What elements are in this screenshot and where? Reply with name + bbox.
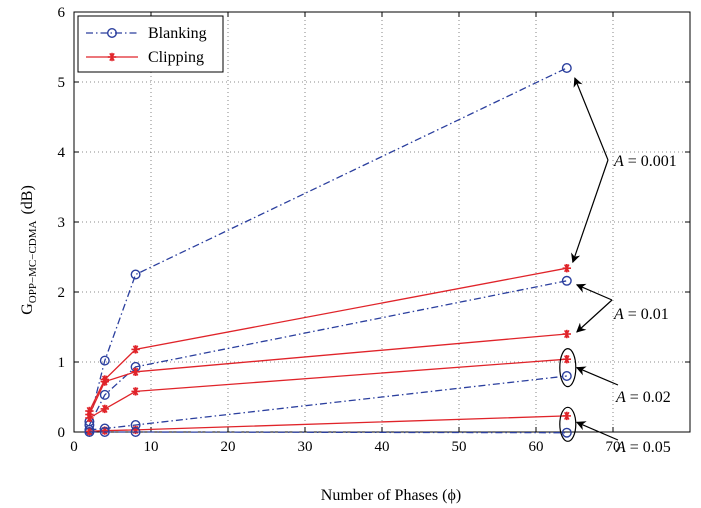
data-point-star	[85, 413, 94, 423]
data-point-circle	[84, 427, 95, 438]
y-axis-title-unit: (dB)	[19, 185, 36, 214]
series-blanking-A-0.01	[84, 275, 572, 431]
annotation-arrow	[575, 421, 619, 441]
series-blanking-A-0.001	[84, 63, 572, 427]
data-point-star	[562, 329, 571, 339]
series-line	[89, 415, 567, 432]
annotation-label-value: = 0.05	[626, 439, 671, 456]
x-tick-label: 70	[606, 439, 621, 455]
annotation-arrow	[571, 159, 609, 264]
y-tick-label: 0	[58, 425, 66, 441]
data-point-star	[562, 355, 571, 364]
annotation-label-value: = 0.01	[624, 306, 669, 323]
data-point-circle	[561, 371, 572, 382]
series-blanking-A-0.02	[84, 371, 572, 435]
data-point-star	[85, 427, 94, 436]
series-line	[88, 67, 568, 422]
y-axis-title-subscript: OPP−MC−CDMA	[27, 220, 39, 303]
x-tick-label: 40	[375, 439, 390, 455]
annotation-label-value: = 0.001	[624, 153, 677, 170]
data-point-circle	[106, 28, 117, 39]
series-line	[89, 358, 567, 419]
x-axis-title: Number of Phases (ϕ)	[321, 487, 461, 504]
data-point-star	[131, 387, 140, 396]
x-tick-label: 10	[144, 439, 159, 455]
data-point-circle	[99, 389, 110, 400]
y-tick-label: 6	[58, 5, 66, 21]
annotation-arrow	[575, 283, 613, 301]
annotation-label-symbol: A	[615, 439, 626, 456]
legend-label: Clipping	[148, 49, 204, 66]
y-tick-label: 3	[58, 215, 66, 231]
axes: 0 10 20 30 40 50 60 70 0 1 2 3 4 5 6	[58, 5, 691, 455]
series-line	[88, 267, 567, 412]
y-axis-title-main: G	[19, 303, 36, 315]
y-tick-label: 5	[58, 75, 66, 91]
series-layer	[84, 63, 572, 438]
data-point-circle	[561, 275, 572, 286]
annotation-label-symbol: A	[613, 153, 624, 170]
x-tick-label: 60	[529, 439, 544, 455]
data-point-star	[100, 404, 109, 414]
y-tick-label: 1	[58, 355, 66, 371]
grid	[74, 12, 690, 432]
series-clipping-A-0.02	[85, 355, 571, 423]
x-tick-label: 0	[70, 439, 78, 455]
legend-entry-blanking: Blanking	[86, 25, 207, 42]
legend-box	[77, 15, 224, 73]
annotation-label: A = 0.05	[615, 439, 671, 456]
data-point-circle	[561, 63, 572, 74]
data-point-star	[107, 52, 117, 62]
series-line	[89, 375, 567, 431]
x-tick-label: 20	[221, 439, 236, 455]
annotation-label: A = 0.02	[615, 389, 671, 406]
data-point-circle	[99, 355, 110, 366]
annotation-arrow	[576, 299, 613, 333]
y-axis-title: GOPP−MC−CDMA (dB)	[19, 185, 39, 315]
data-point-circle	[130, 269, 141, 280]
annotation-arrow	[573, 77, 609, 161]
annotation-label-value: = 0.02	[626, 389, 671, 406]
data-point-circle	[99, 427, 110, 438]
x-tick-label: 50	[452, 439, 467, 455]
series-clipping-A-0.01	[85, 329, 571, 419]
legend: Blanking Clipping	[77, 15, 224, 73]
annotation-label: A = 0.01	[613, 306, 669, 323]
y-tick-label: 4	[58, 145, 66, 161]
data-point-star	[131, 367, 140, 376]
annotation-label-symbol: A	[615, 389, 626, 406]
annotation-label-symbol: A	[613, 306, 624, 323]
series-clipping-A-0.05	[85, 411, 571, 436]
data-point-star	[562, 411, 571, 421]
data-point-star	[100, 377, 109, 386]
y-tick-label: 2	[58, 285, 66, 301]
series-line	[88, 280, 567, 426]
series-clipping-A-0.001	[85, 264, 571, 416]
series-line	[88, 333, 567, 415]
legend-label: Blanking	[148, 25, 207, 42]
annotation-arrow	[575, 366, 619, 386]
data-point-star	[562, 264, 571, 273]
annotation-ellipse	[559, 406, 577, 442]
series-line	[89, 431, 567, 434]
series-blanking-A-0.05	[84, 427, 572, 438]
legend-entry-clipping: Clipping	[86, 49, 204, 66]
data-point-star	[131, 345, 140, 354]
annotation-ellipse	[559, 348, 577, 388]
data-point-circle	[561, 427, 572, 438]
annotation-label: A = 0.001	[613, 153, 677, 170]
data-point-circle	[130, 427, 141, 438]
x-tick-label: 30	[298, 439, 313, 455]
